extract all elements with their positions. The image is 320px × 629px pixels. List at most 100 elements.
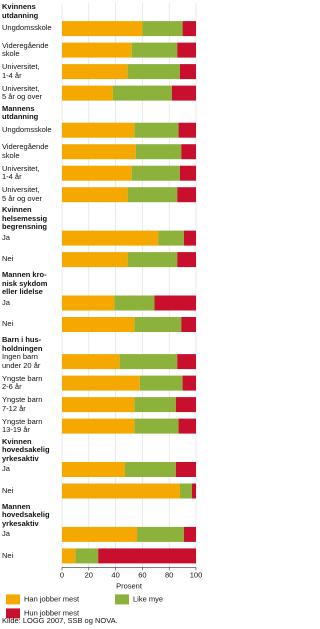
bar-segment: [179, 165, 196, 181]
category-label: Ja: [2, 529, 10, 539]
bar-segment: [154, 295, 196, 311]
category-label: Ja: [2, 232, 10, 242]
bar-segment: [183, 526, 196, 542]
category-label: Ja: [2, 297, 10, 307]
bar-segment: [127, 187, 178, 203]
bar-segment: [62, 354, 120, 370]
x-tick-label: 100: [190, 570, 203, 579]
category-label: Nei: [2, 550, 14, 560]
category-label: Yngste barn 13-19 år: [2, 416, 43, 435]
bar-segment: [62, 21, 143, 37]
category-label: Ja: [2, 464, 10, 474]
bar-segment: [62, 230, 159, 246]
bar-segment: [181, 144, 196, 160]
bar-segment: [177, 252, 196, 268]
legend-swatch: [6, 608, 20, 619]
x-tick-label: 80: [165, 570, 173, 579]
bar-segment: [119, 354, 178, 370]
bar-segment: [178, 122, 196, 138]
legend-swatch: [6, 594, 20, 605]
bar-segment: [134, 418, 179, 434]
bar-segment: [134, 397, 176, 413]
bar-segment: [124, 462, 176, 477]
bar-segment: [98, 548, 196, 564]
category-label: Universitet, 5 år og over: [2, 83, 43, 102]
bar-segment: [75, 548, 99, 564]
bar-segment: [62, 64, 128, 80]
bar-segment: [139, 375, 183, 391]
bar-segment: [135, 144, 182, 160]
bar-segment: [62, 85, 113, 101]
bar-segment: [177, 354, 196, 370]
bar-segment: [179, 64, 196, 80]
category-label: Nei: [2, 254, 14, 264]
bar-segment: [181, 317, 196, 332]
x-tick-label: 40: [111, 570, 119, 579]
bar-segment: [62, 165, 132, 181]
category-label: Ungdomsskole: [2, 23, 52, 33]
chart-svg: 0 20 40 60 80 100 Prosent Han jobber mest Like m…: [2, 3, 203, 625]
bar-segment: [62, 462, 125, 477]
bar-segment: [142, 21, 183, 37]
bar-segment: [127, 64, 180, 80]
bar-segment: [177, 187, 196, 203]
bar-segment: [158, 230, 184, 246]
bar-segment: [112, 85, 172, 101]
category-label: Yngste barn 7-12 år: [2, 395, 43, 413]
group-header: Kvinnen helsemessig begrensning: [2, 205, 48, 232]
group-header: Kvinnens utdanning: [2, 2, 39, 20]
bar-segment: [62, 418, 135, 434]
bar-segment: [62, 187, 128, 203]
category-label: Universitet, 1-4 år: [2, 62, 40, 80]
bar-segment: [134, 122, 179, 138]
bar-segment: [62, 397, 135, 413]
category-label: Universitet, 1-4 år: [2, 163, 40, 182]
group-header: Mannens utdanning: [2, 103, 39, 122]
chart: 0 20 40 60 80 100 Prosent Han jobber mest Like m…: [2, 2, 203, 625]
category-label: Nei: [2, 319, 14, 329]
bar-segment: [137, 526, 184, 542]
group-header: Kvinnen hovedsakelig yrkesaktiv: [2, 436, 50, 463]
bar-segment: [179, 483, 192, 499]
bar-segment: [62, 42, 132, 58]
legend-label: Han jobber mest: [24, 594, 80, 603]
group-header: Mannen kro- nisk sykdom eller lidelse: [2, 270, 48, 297]
bar-segment: [175, 462, 196, 477]
bar-segment: [177, 42, 196, 58]
bar-segment: [127, 252, 178, 268]
category-label: Ungdomsskole: [2, 124, 52, 134]
bar-segment: [62, 548, 76, 564]
legend-label: Hun jobber mest: [24, 608, 80, 617]
bar-segment: [134, 317, 182, 332]
bar-segment: [62, 375, 140, 391]
category-label: Videregående skole: [2, 40, 49, 59]
category-label: Yngste barn 2-6 år: [2, 373, 43, 392]
bar-segment: [182, 21, 196, 37]
bar-segment: [131, 42, 178, 58]
source: Kilde: LOGG 2007, SSB og NOVA.: [2, 616, 118, 625]
x-tick-label: 0: [60, 570, 64, 579]
bar-segment: [183, 230, 196, 246]
x-axis-label: Prosent: [116, 581, 143, 590]
bar-segment: [62, 483, 180, 499]
category-label: Ingen barn under 20 år: [2, 352, 41, 370]
bar-segment: [62, 122, 135, 138]
legend-label: Like mye: [133, 594, 163, 603]
category-label: Nei: [2, 485, 14, 495]
legend-swatch: [115, 594, 129, 605]
group-header: Mannen hovedsakelig yrkesaktiv: [2, 501, 50, 528]
bar-segment: [178, 418, 196, 434]
x-tick-label: 60: [138, 570, 146, 579]
bar-segment: [62, 526, 138, 542]
bar-segment: [62, 295, 115, 311]
x-tick-label: 20: [85, 570, 93, 579]
bar-segment: [62, 317, 135, 332]
bar-segment: [191, 483, 196, 499]
bar-segment: [175, 397, 196, 413]
bar-segment: [131, 165, 180, 181]
group-header: Barn i hus- holdningen: [2, 335, 43, 353]
bar-segment: [182, 375, 196, 391]
bar-segment: [171, 85, 196, 101]
bar-segment: [114, 295, 155, 311]
category-label: Videregående skole: [2, 142, 49, 160]
